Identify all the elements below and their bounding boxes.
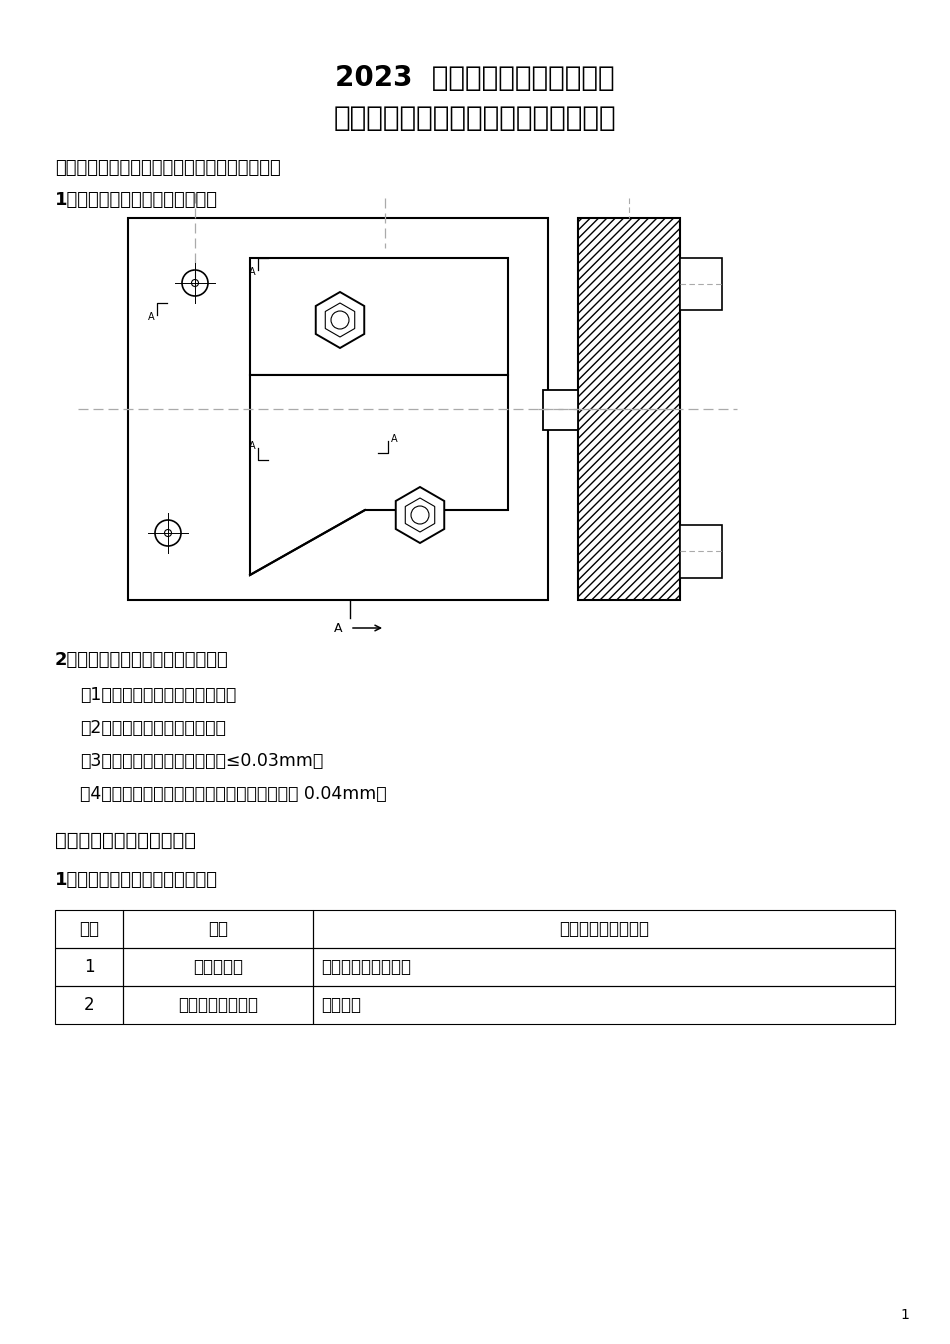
Text: 2．零件手工制作部件装配技术要求: 2．零件手工制作部件装配技术要求 — [55, 650, 229, 669]
Text: （4）制作件装配完成后，侧边的错位量不大于 0.04mm。: （4）制作件装配完成后，侧边的错位量不大于 0.04mm。 — [80, 785, 387, 802]
Bar — [578, 218, 680, 599]
Text: 二、机械部件的装配与调整: 二、机械部件的装配与调整 — [55, 831, 196, 849]
Text: A: A — [333, 621, 342, 634]
Text: （1）工件表面不得有明显损伤；: （1）工件表面不得有明显损伤； — [80, 685, 237, 704]
Text: A: A — [390, 434, 397, 444]
Bar — [313, 948, 895, 986]
Text: （2）螺钉紧固、定位销就位；: （2）螺钉紧固、定位销就位； — [80, 719, 226, 737]
Bar — [250, 258, 508, 375]
Polygon shape — [396, 487, 445, 543]
Text: （3）镶配件配合面的配合间隙≤0.03mm；: （3）镶配件配合面的配合间隙≤0.03mm； — [80, 753, 323, 770]
Text: 操作内容与评分标准: 操作内容与评分标准 — [559, 921, 649, 938]
Text: 台板、导轨、丝杆: 台板、导轨、丝杆 — [178, 996, 258, 1013]
Bar — [543, 390, 578, 430]
Circle shape — [155, 520, 181, 546]
Text: A: A — [249, 267, 256, 277]
Bar — [128, 218, 548, 599]
Bar — [123, 948, 313, 986]
Bar — [313, 910, 895, 948]
Polygon shape — [315, 292, 364, 348]
Bar — [55, 910, 123, 948]
Text: A: A — [147, 312, 154, 323]
Bar — [680, 258, 722, 310]
Bar — [578, 218, 680, 599]
Bar — [123, 986, 313, 1024]
Text: 2: 2 — [84, 996, 94, 1013]
Bar — [680, 526, 722, 578]
Text: 一、装配钳工零件手工制作（内方斜块镶配件）: 一、装配钳工零件手工制作（内方斜块镶配件） — [55, 159, 281, 177]
Bar — [123, 910, 313, 948]
Text: 二维工作台: 二维工作台 — [193, 958, 243, 976]
Circle shape — [182, 270, 208, 296]
Text: 1: 1 — [84, 958, 94, 976]
Text: 项目: 项目 — [208, 921, 228, 938]
Text: 1: 1 — [901, 1308, 909, 1322]
Text: 清洗清理: 清洗清理 — [321, 996, 361, 1013]
Text: 序号: 序号 — [79, 921, 99, 938]
Polygon shape — [250, 375, 508, 575]
Bar — [313, 986, 895, 1024]
Bar — [55, 948, 123, 986]
Text: 1．二维工作台部件的装配与调整: 1．二维工作台部件的装配与调整 — [55, 871, 218, 888]
Text: 2023  年广西职业院校技能大赛: 2023 年广西职业院校技能大赛 — [335, 65, 615, 91]
Text: A: A — [249, 441, 256, 452]
Text: 中职组《装配钳工技术》赛项竞赛样题: 中职组《装配钳工技术》赛项竞赛样题 — [333, 103, 617, 132]
Bar — [55, 986, 123, 1024]
Text: 动作规范、方法正确: 动作规范、方法正确 — [321, 958, 411, 976]
Text: 1．零件手工制作部件装配示意图: 1．零件手工制作部件装配示意图 — [55, 191, 218, 210]
